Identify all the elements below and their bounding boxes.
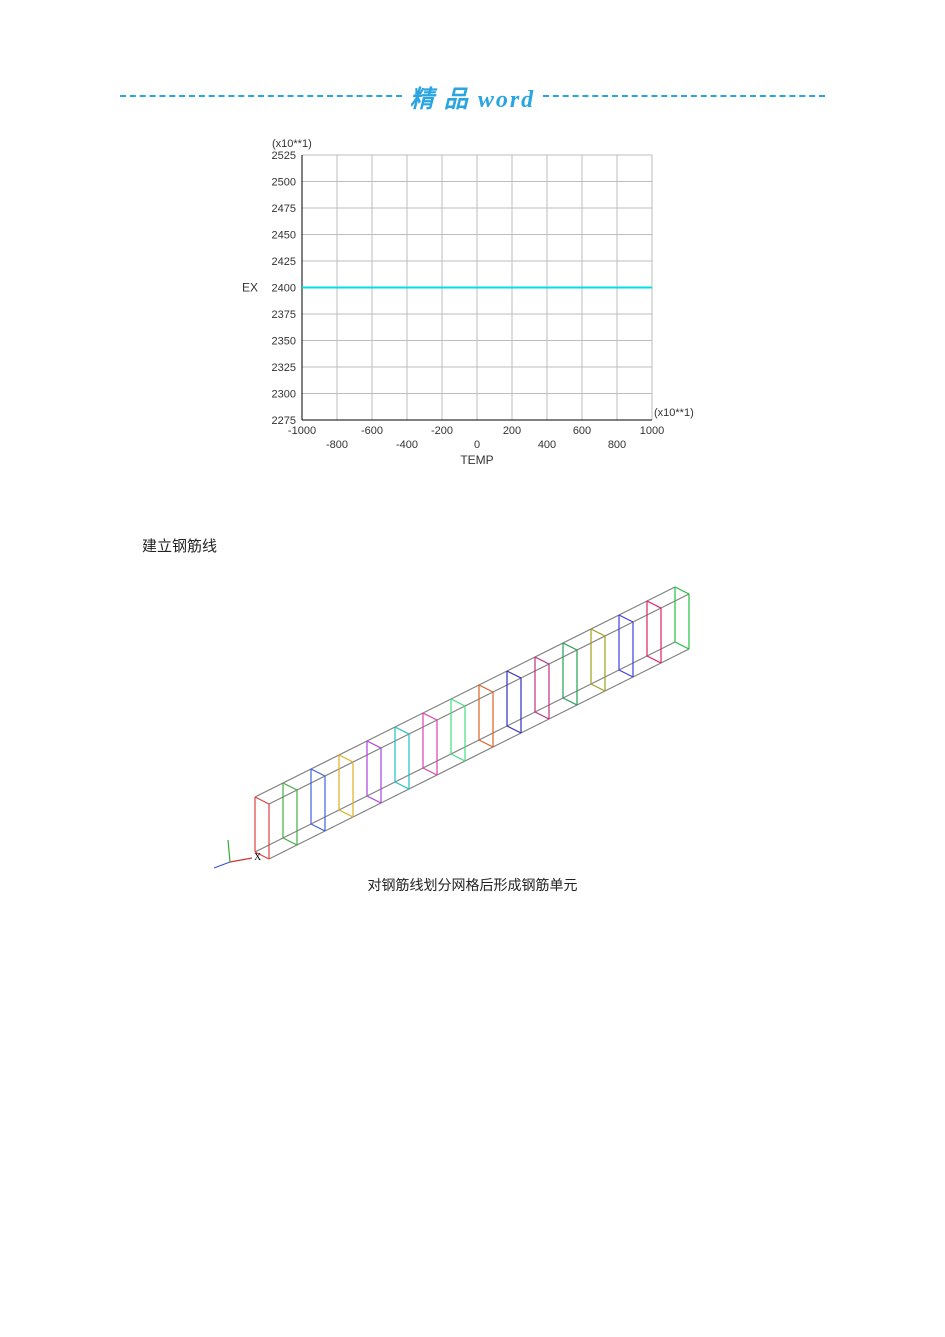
- svg-text:600: 600: [573, 425, 591, 437]
- svg-text:-200: -200: [431, 425, 453, 437]
- svg-text:2425: 2425: [272, 256, 296, 268]
- svg-text:(x10**1): (x10**1): [654, 407, 694, 419]
- rebar-svg: X: [210, 570, 770, 870]
- header-title: 精 品 word: [402, 79, 543, 114]
- svg-text:2525: 2525: [272, 150, 296, 162]
- svg-text:2450: 2450: [272, 230, 296, 242]
- header-title-suffix: word: [478, 87, 535, 113]
- svg-text:-600: -600: [361, 425, 383, 437]
- svg-text:2475: 2475: [272, 203, 296, 215]
- svg-text:-400: -400: [396, 439, 418, 451]
- svg-text:2300: 2300: [272, 389, 296, 401]
- svg-text:TEMP: TEMP: [460, 453, 493, 467]
- svg-text:2350: 2350: [272, 336, 296, 348]
- svg-text:0: 0: [474, 439, 480, 451]
- svg-text:200: 200: [503, 425, 521, 437]
- rebar-diagram: X: [210, 570, 770, 870]
- chart-svg: (x10**1)22752300232523502375240024252450…: [232, 130, 712, 470]
- svg-text:800: 800: [608, 439, 626, 451]
- svg-text:X: X: [254, 852, 262, 863]
- svg-text:2400: 2400: [272, 283, 296, 295]
- svg-text:1000: 1000: [640, 425, 664, 437]
- svg-text:EX: EX: [242, 281, 258, 295]
- svg-text:(x10**1): (x10**1): [272, 138, 312, 150]
- header-title-prefix: 精 品: [410, 87, 478, 113]
- figure-caption: 对钢筋线划分网格后形成钢筋单元: [0, 875, 945, 895]
- svg-text:-1000: -1000: [288, 425, 316, 437]
- section-heading: 建立钢筋线: [142, 535, 217, 556]
- svg-text:2325: 2325: [272, 362, 296, 374]
- page-header: 精 品 word: [0, 82, 945, 110]
- svg-text:2500: 2500: [272, 177, 296, 189]
- svg-text:2375: 2375: [272, 309, 296, 321]
- svg-text:-800: -800: [326, 439, 348, 451]
- header-dash-right: [543, 95, 825, 97]
- header-dash-left: [120, 95, 402, 97]
- svg-text:400: 400: [538, 439, 556, 451]
- ex-vs-temp-chart: (x10**1)22752300232523502375240024252450…: [232, 130, 712, 470]
